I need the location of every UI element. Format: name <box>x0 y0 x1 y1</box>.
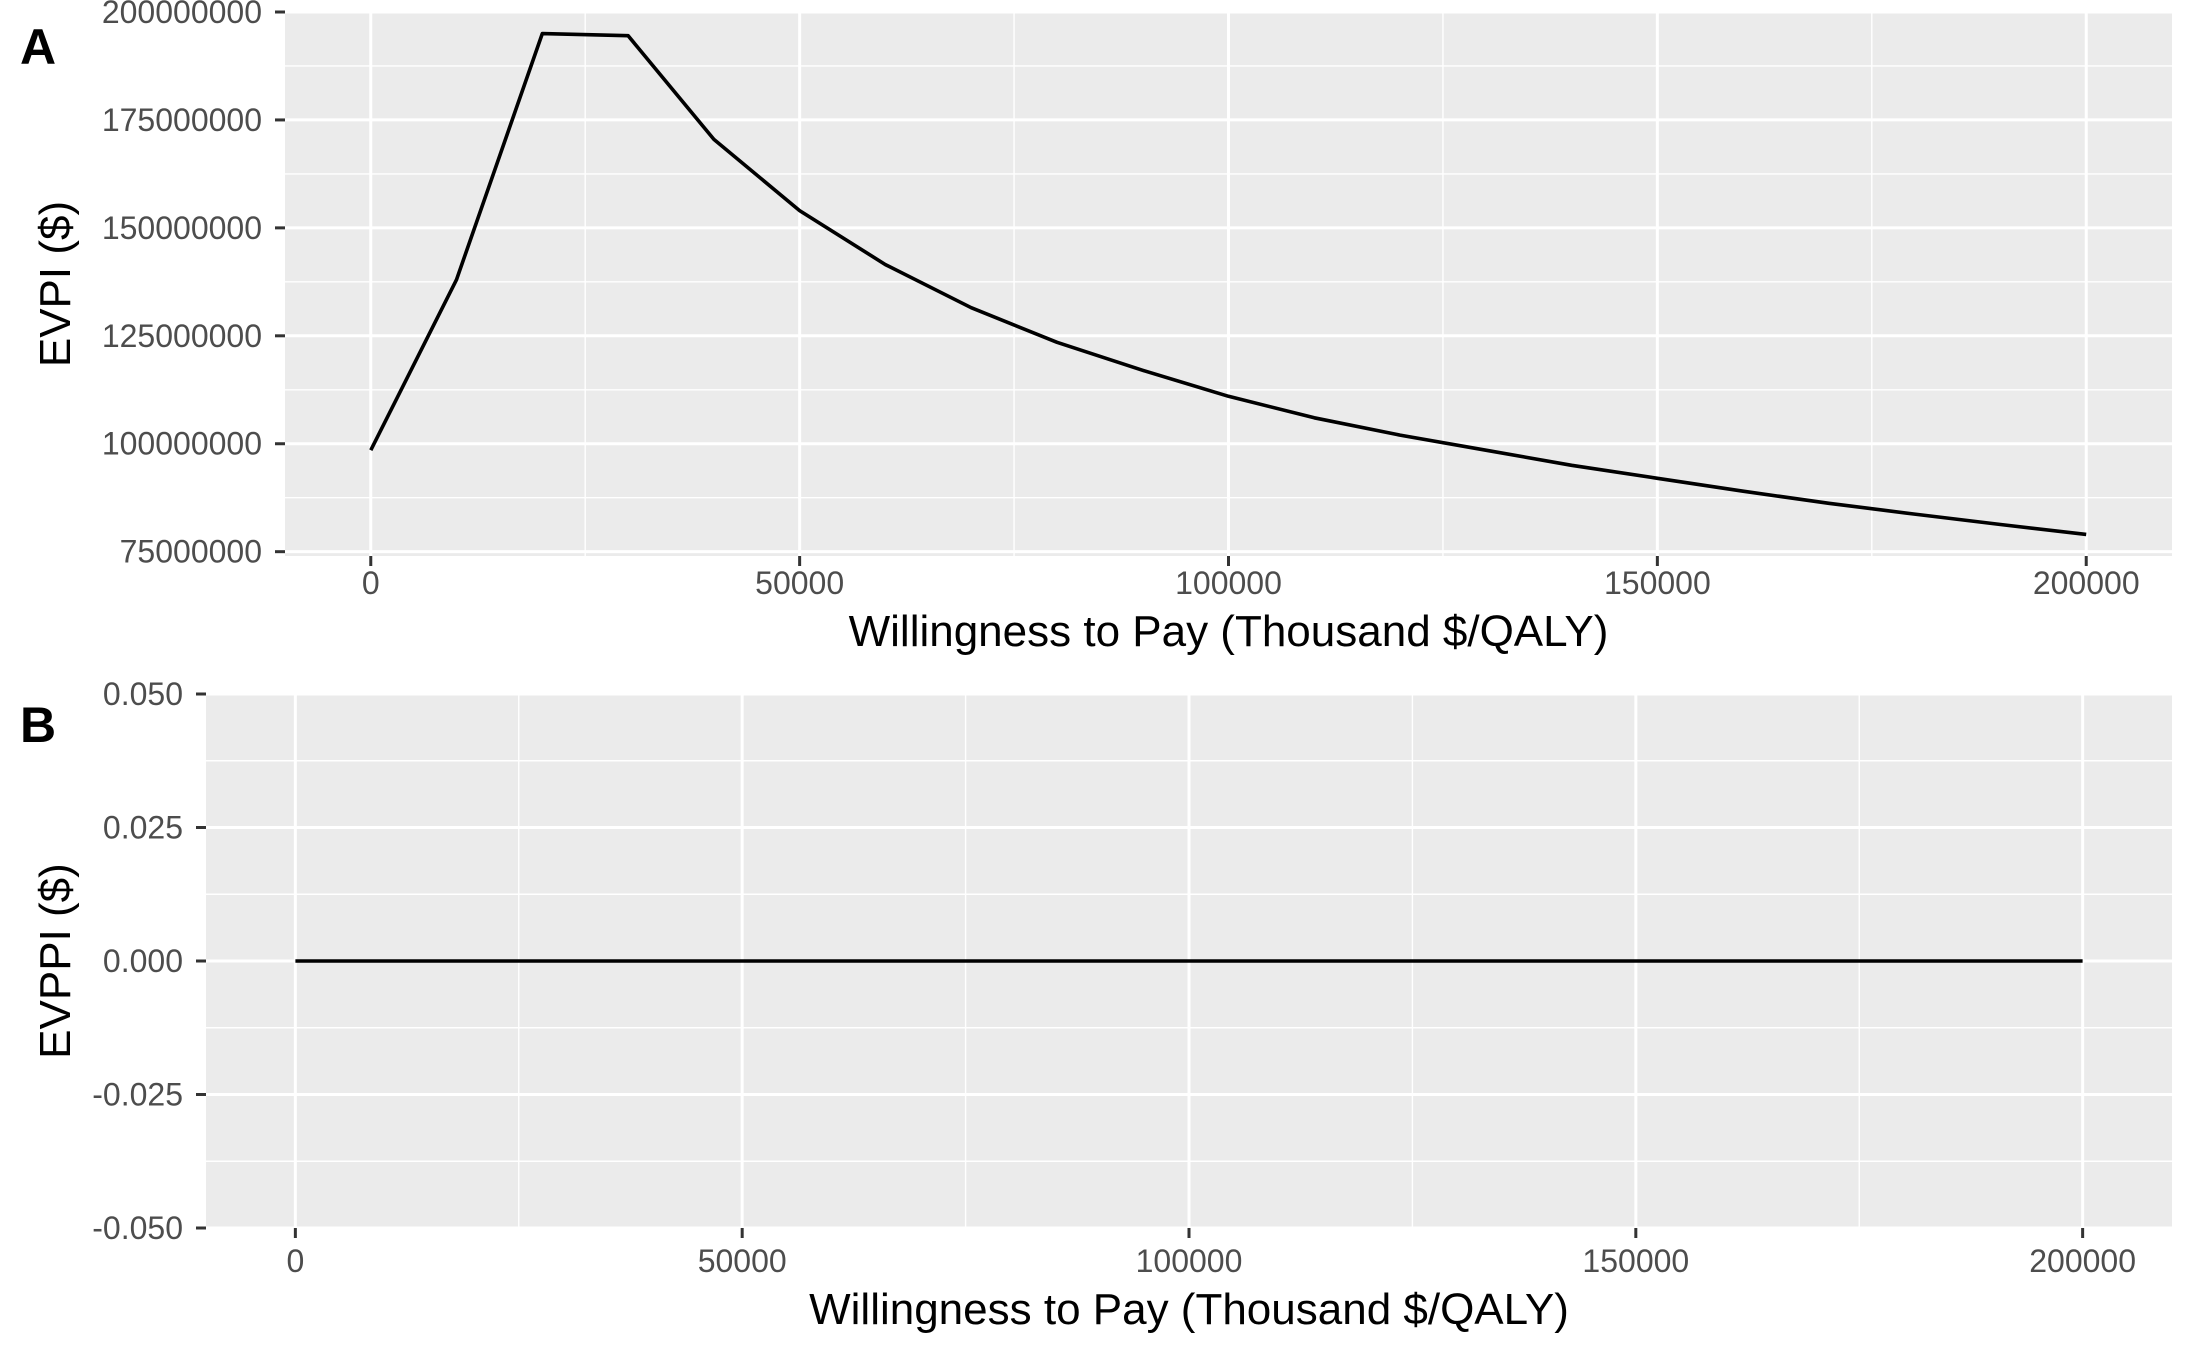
x-tick-label: 200000 <box>2033 565 2140 601</box>
y-tick-label: -0.025 <box>92 1077 183 1113</box>
y-tick-label: 0.025 <box>103 810 183 846</box>
panel-tag: B <box>20 697 56 753</box>
x-tick-label: 150000 <box>1582 1243 1689 1279</box>
y-axis-title: EVPPI ($) <box>31 863 80 1059</box>
x-tick-label: 200000 <box>2029 1243 2136 1279</box>
x-tick-label: 100000 <box>1175 565 1282 601</box>
y-tick-label: 125000000 <box>102 318 262 354</box>
series-line-0 <box>369 31 2087 537</box>
y-tick-label: -0.050 <box>92 1210 183 1246</box>
x-tick-label: 0 <box>286 1243 304 1279</box>
y-tick-label: 200000000 <box>102 0 262 30</box>
y-tick-label: 175000000 <box>102 102 262 138</box>
panel-b: -0.050 -0.025 0.000 0.025 0.050 0 50000 100000 1… <box>20 676 2172 1334</box>
x-tick-label: 50000 <box>755 565 844 601</box>
y-tick-label: 150000000 <box>102 210 262 246</box>
panel-a: 75000000 100000000 125000000 150000000 17500… <box>20 0 2172 656</box>
x-tick-label: 0 <box>362 565 380 601</box>
x-tick-label: 50000 <box>698 1243 787 1279</box>
panel-tag: A <box>20 19 56 75</box>
x-tick-label: 100000 <box>1136 1243 1243 1279</box>
y-tick-label: 75000000 <box>120 534 262 570</box>
y-tick-label: 0.050 <box>103 676 183 712</box>
x-tick-label: 150000 <box>1604 565 1711 601</box>
y-tick-label: 100000000 <box>102 426 262 462</box>
x-axis-title: Willingness to Pay (Thousand $/QALY) <box>809 1285 1569 1334</box>
y-tick-label: 0.000 <box>103 943 183 979</box>
x-axis-title: Willingness to Pay (Thousand $/QALY) <box>849 607 1609 656</box>
y-axis-title: EVPI ($) <box>31 201 80 367</box>
